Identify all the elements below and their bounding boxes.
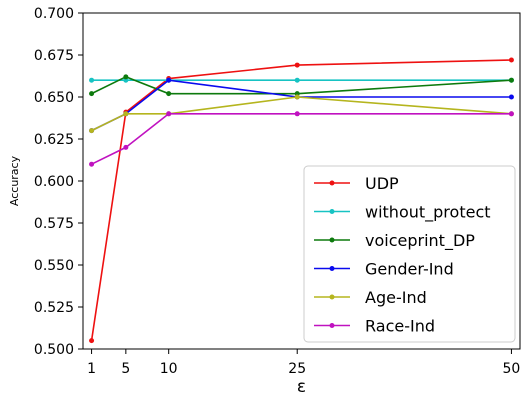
legend-swatch-marker	[329, 323, 335, 328]
series-line	[91, 113, 512, 165]
series-without-protect	[89, 77, 514, 83]
data-point	[508, 77, 514, 83]
data-point	[166, 77, 172, 83]
data-point	[89, 128, 95, 134]
data-point	[294, 94, 300, 100]
data-point	[166, 91, 172, 97]
y-tick-label: 0.525	[34, 300, 74, 316]
plot-frame	[82, 12, 521, 350]
y-tick-label: 0.650	[34, 90, 74, 106]
legend-label: without_protect	[365, 203, 491, 223]
x-tick-label: 50	[503, 361, 521, 377]
legend-label: Age-Ind	[365, 288, 427, 307]
data-point	[89, 161, 95, 167]
y-axis-ticks: 0.500 0.525 0.550 0.575 0.600 0.625 0.650 0.675…	[34, 6, 83, 358]
x-tick-label: 5	[121, 361, 130, 377]
series-gender-ind	[89, 77, 514, 134]
data-point	[123, 74, 129, 80]
x-axis-ticks: 1 5 10 25 50	[87, 349, 520, 377]
y-tick-label: 0.600	[34, 174, 74, 190]
legend-label: Gender-Ind	[365, 260, 454, 279]
data-point	[89, 77, 95, 83]
series-race-ind	[89, 111, 514, 167]
data-point	[89, 338, 95, 344]
legend-box	[303, 165, 516, 343]
legend-swatch-marker	[329, 294, 335, 300]
x-axis-label: ε	[297, 377, 306, 397]
legend-swatch-marker	[329, 266, 335, 271]
legend-swatch-marker	[329, 237, 335, 243]
series-voiceprint-dp	[89, 74, 514, 97]
data-point	[508, 57, 514, 63]
x-tick-label: 10	[160, 361, 178, 377]
x-tick-label: 25	[288, 361, 306, 377]
series-lines	[89, 57, 514, 344]
legend-label: voiceprint_DP	[365, 231, 475, 251]
data-point	[294, 111, 300, 117]
legend-swatch-marker	[329, 180, 335, 186]
y-tick-label: 0.550	[34, 258, 74, 274]
data-point	[89, 91, 95, 97]
y-tick-label: 0.675	[34, 48, 74, 64]
y-tick-label: 0.500	[34, 342, 74, 358]
data-point	[166, 111, 172, 117]
data-point	[508, 111, 514, 117]
y-tick-label: 0.700	[34, 6, 74, 22]
legend: UDP without_protect voiceprint_DP Gender-In…	[303, 165, 516, 343]
x-tick-label: 1	[87, 361, 96, 377]
data-point	[123, 111, 129, 117]
y-axis-label: Accuracy	[8, 155, 21, 206]
legend-label: UDP	[365, 174, 399, 193]
data-point	[123, 144, 129, 150]
data-point	[294, 77, 300, 83]
legend-swatch-marker	[329, 209, 335, 214]
data-point	[294, 62, 300, 68]
y-tick-label: 0.625	[34, 132, 74, 148]
legend-label: Race-Ind	[365, 317, 435, 336]
y-tick-label: 0.575	[34, 216, 74, 232]
data-point	[508, 94, 514, 100]
